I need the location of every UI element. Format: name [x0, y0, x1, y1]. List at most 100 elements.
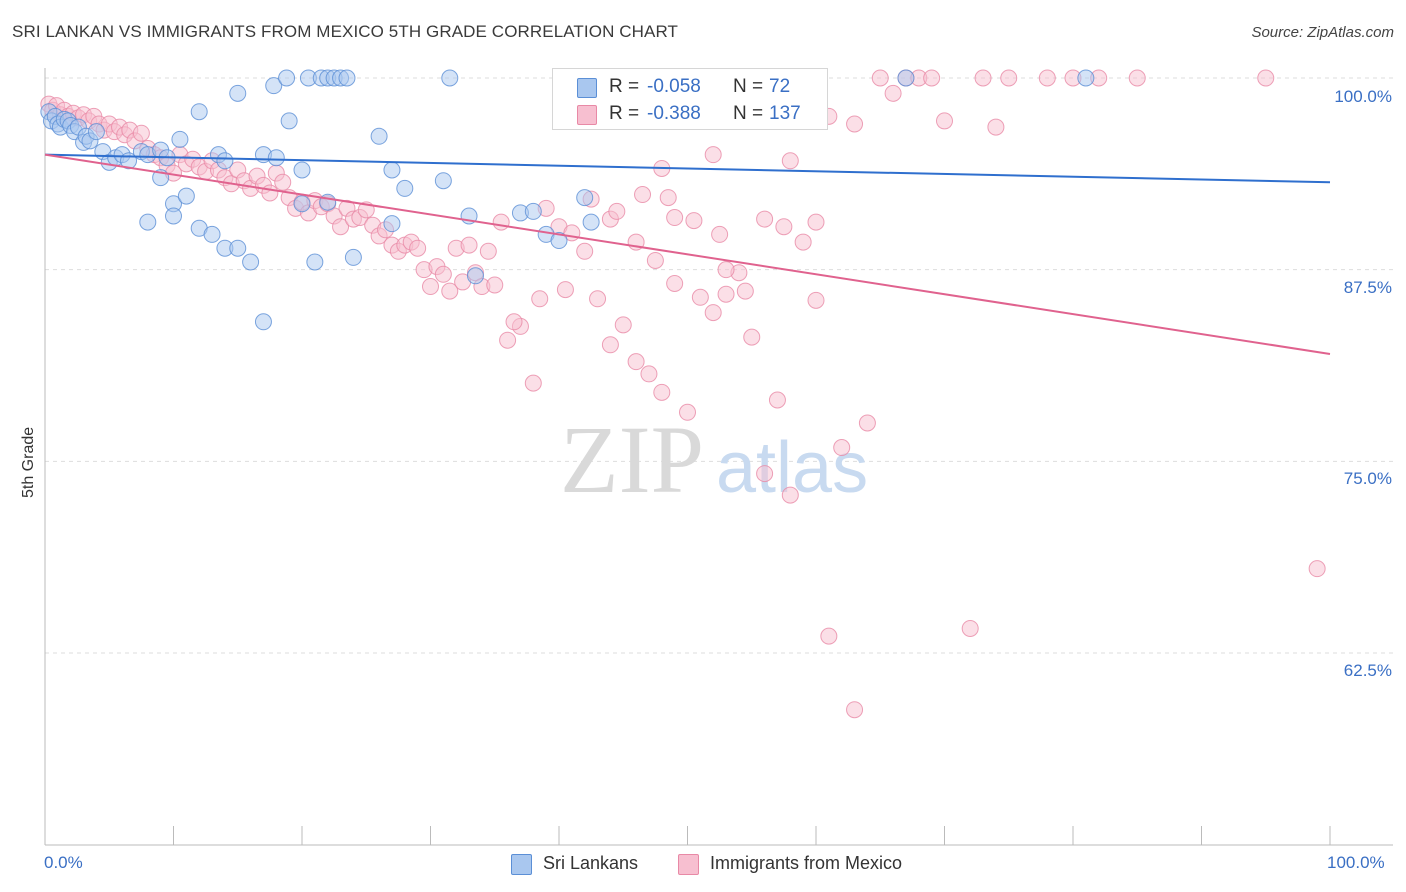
bottom-legend-label: Immigrants from Mexico: [710, 853, 903, 873]
mexico-point: [505, 313, 523, 331]
sri-lankan-point: [293, 161, 311, 179]
mexico-point: [659, 189, 677, 207]
x-tick-label-100: 100.0%: [1327, 853, 1385, 872]
mexico-point: [807, 213, 825, 231]
mexico-point: [717, 261, 735, 279]
mexico-point: [871, 69, 889, 87]
sri-lankan-point: [177, 187, 195, 205]
mexico-point: [961, 619, 979, 637]
sri-lankan-point: [396, 179, 414, 197]
legend-row-immigrants-from-mexico: R = -0.388 N = 137: [553, 101, 827, 127]
mexico-point: [884, 84, 902, 102]
sri-lankan-point: [190, 103, 208, 121]
bottom-legend-swatch-pink: [678, 854, 699, 875]
mexico-point: [1128, 69, 1146, 87]
mexico-point: [691, 288, 709, 306]
mexico-point: [685, 212, 703, 230]
mexico-point: [858, 414, 876, 432]
sri-lankan-point: [383, 161, 401, 179]
source-label: Source: ZipAtlas.com: [1251, 24, 1394, 41]
sri-lankan-point: [319, 193, 337, 211]
sri-lankan-point: [242, 253, 260, 271]
mexico-point: [576, 242, 594, 260]
sri-lankan-point: [267, 149, 285, 167]
x-tick-label-0: 0.0%: [44, 853, 83, 872]
sri-lankan-point: [582, 213, 600, 231]
mexico-point: [717, 285, 735, 303]
mexico-point: [1257, 69, 1275, 87]
mexico-point: [679, 403, 696, 421]
mexico-point: [704, 304, 722, 322]
sri-lankan-point: [434, 172, 452, 190]
axes: [44, 68, 1393, 846]
mexico-point: [422, 278, 439, 296]
mexico-point: [704, 146, 722, 164]
mexico-point: [486, 276, 504, 294]
legend-swatch-pink: [577, 105, 597, 125]
correlation-legend: R = -0.058 N = 72 R = -0.388 N = 137: [552, 68, 828, 130]
sri-lankan-point: [203, 225, 221, 243]
mexico-point: [499, 331, 517, 349]
mexico-point: [1308, 560, 1326, 578]
mexico-point: [756, 465, 774, 483]
legend-r-label: R =: [609, 76, 640, 97]
mexico-point: [460, 236, 478, 254]
mexico-point: [1038, 69, 1056, 87]
mexico-point: [923, 69, 941, 87]
sri-lankan-point: [254, 313, 272, 331]
mexico-point: [794, 233, 812, 251]
immigrants-from-mexico-points: [40, 69, 1326, 719]
y-tick-label-75: 75.0%: [1343, 469, 1392, 488]
sri-lankans-points: [40, 69, 1095, 331]
sri-lankans-trend-line: [44, 153, 1331, 184]
bottom-legend-swatch-blue: [511, 854, 532, 875]
mexico-point: [736, 282, 754, 300]
mexico-point: [434, 265, 452, 283]
mexico-point: [756, 210, 774, 228]
legend-n-value: 72: [769, 76, 791, 97]
sri-lankan-point: [229, 84, 247, 102]
sri-lankan-point: [344, 248, 362, 266]
mexico-point: [974, 69, 992, 87]
mexico-point: [132, 124, 150, 142]
legend-r-value: -0.388: [647, 103, 701, 124]
chart-title: SRI LANKAN VS IMMIGRANTS FROM MEXICO 5TH…: [12, 22, 679, 41]
mexico-point: [807, 291, 825, 309]
gridlines: [45, 77, 1393, 654]
bottom-legend-label: Sri Lankans: [543, 853, 639, 873]
sri-lankan-point: [306, 253, 324, 271]
mexico-point: [936, 112, 953, 130]
legend-r-value: -0.058: [647, 76, 701, 97]
mexico-point: [634, 186, 652, 204]
mexico-point: [524, 374, 542, 392]
legend-n-label: N =: [733, 76, 764, 97]
y-tick-label-100: 100.0%: [1334, 87, 1392, 106]
mexico-point: [409, 239, 427, 257]
mexico-point: [820, 627, 838, 645]
mexico-point: [781, 486, 799, 504]
sri-lankan-point: [165, 207, 182, 225]
mexico-point: [274, 173, 292, 191]
mexico-point: [441, 282, 459, 300]
mexico-point: [261, 184, 279, 202]
legend-n-label: N =: [733, 103, 764, 124]
mexico-point: [768, 391, 786, 409]
legend-r-label: R =: [609, 103, 640, 124]
mexico-point: [666, 274, 684, 292]
sri-lankan-point: [139, 213, 157, 231]
mexico-point: [531, 290, 549, 308]
mexico-point: [781, 152, 799, 170]
sri-lankan-point: [550, 232, 568, 250]
legend-row-sri-lankans: R = -0.058 N = 72: [553, 74, 827, 100]
sri-lankan-point: [1077, 69, 1095, 87]
mexico-point: [556, 281, 574, 299]
watermark-zip: ZIP: [560, 406, 704, 513]
mexico-point: [627, 353, 645, 371]
sri-lankan-point: [216, 152, 234, 170]
mexico-point: [640, 365, 658, 383]
sri-lankan-point: [171, 130, 189, 148]
mexico-trend-line: [44, 153, 1331, 355]
mexico-point: [987, 118, 1005, 136]
y-axis-label: 5th Grade: [20, 426, 37, 498]
